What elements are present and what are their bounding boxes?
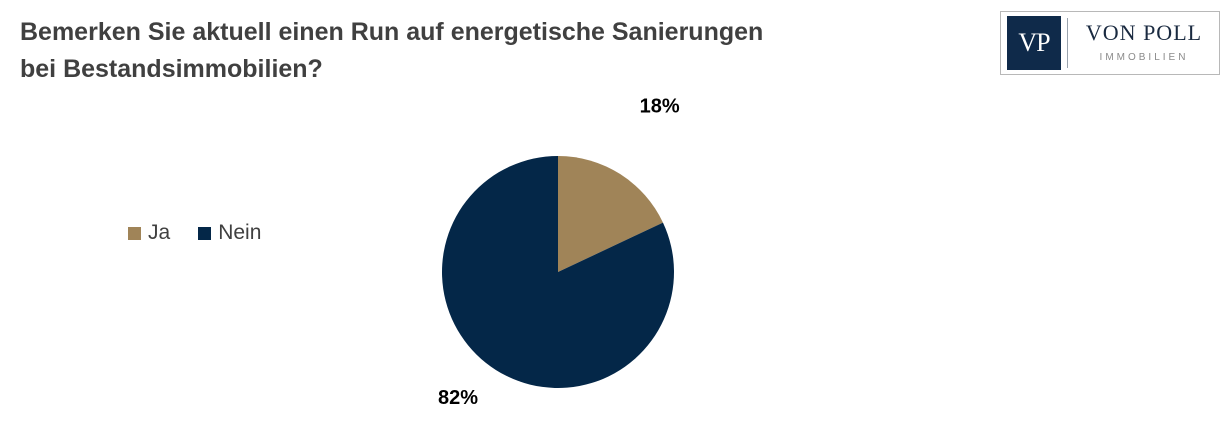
legend-item-ja: Ja bbox=[128, 221, 170, 245]
chart-legend: Ja Nein bbox=[128, 221, 289, 245]
logo-mark: VP bbox=[1007, 16, 1061, 70]
logo-divider bbox=[1067, 18, 1068, 68]
pie-slice-ja bbox=[558, 156, 663, 272]
legend-item-nein: Nein bbox=[198, 221, 261, 245]
legend-swatch-ja bbox=[128, 226, 141, 240]
logo-name: VON POLL bbox=[1085, 20, 1203, 45]
legend-swatch-nein bbox=[198, 226, 212, 240]
logo-subtitle: IMMOBILIEN bbox=[1099, 52, 1189, 63]
data-label-nein: 82% bbox=[438, 387, 478, 409]
von-poll-logo: VP VON POLL IMMOBILIEN bbox=[1000, 11, 1220, 75]
chart-title-line-2: bei Bestandsimmobilien? bbox=[20, 55, 323, 83]
chart-title: Bemerken Sie aktuell einen Run auf energ… bbox=[20, 14, 920, 88]
pie-slice-nein bbox=[442, 156, 675, 389]
data-label-ja: 18% bbox=[640, 95, 680, 117]
legend-label-nein: Nein bbox=[218, 221, 262, 244]
legend-label-ja: Ja bbox=[148, 221, 171, 244]
chart-title-line-1: Bemerken Sie aktuell einen Run auf energ… bbox=[20, 18, 764, 46]
